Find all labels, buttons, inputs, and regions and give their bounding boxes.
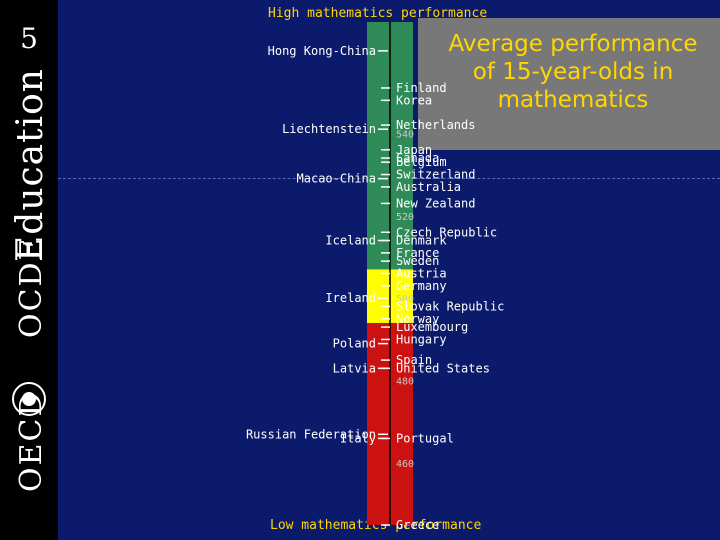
right-country-label: Austria <box>396 267 447 281</box>
right-country-label: Greece <box>396 518 439 532</box>
tick-label-480: 480 <box>396 377 414 388</box>
tick-label-460: 460 <box>396 459 414 470</box>
right-country-label: Australia <box>396 180 461 194</box>
right-country-label: Slovak Republic <box>396 299 504 313</box>
left-country-label: Ireland <box>325 291 376 305</box>
left-country-label: Macao-China <box>297 172 376 186</box>
right-country-label: Switzerland <box>396 168 475 182</box>
left-country-label: Latvia <box>333 361 376 375</box>
right-country-label: Luxembourg <box>396 320 468 334</box>
oecd-logo-icon <box>12 382 46 416</box>
high-performance-label: High mathematics performance <box>268 6 488 21</box>
right-country-label: Germany <box>396 279 447 293</box>
right-country-label: New Zealand <box>396 196 475 210</box>
left-country-label: Russian Federation <box>246 427 376 441</box>
slide-number: 5 <box>20 22 38 55</box>
right-country-label: Sweden <box>396 254 439 268</box>
left-country-label: Italy <box>340 431 376 445</box>
title-box <box>418 18 720 150</box>
left-country-label: Iceland <box>325 234 376 248</box>
right-country-label: Canada <box>396 151 439 165</box>
right-country-label: Norway <box>396 312 439 326</box>
right-country-label: United States <box>396 361 490 375</box>
left-country-label: Liechtenstein <box>282 122 376 136</box>
chart-title: Average performance of 15-year-olds in m… <box>448 31 698 113</box>
tick-label-520: 520 <box>396 212 414 223</box>
right-country-label: Hungary <box>396 332 447 346</box>
left-country-label: Hong Kong-China <box>268 44 376 58</box>
sidebar: 5 Education OCDE OECD <box>0 0 58 540</box>
tick-label-540: 540 <box>396 129 414 140</box>
right-country-label: Netherlands <box>396 118 475 132</box>
low-performance-label: Low mathematics performance <box>270 518 482 533</box>
right-country-label: Denmark <box>396 234 447 248</box>
tick-label-500: 500 <box>396 294 414 305</box>
right-country-label: Czech Republic <box>396 225 497 239</box>
right-country-label: Korea <box>396 93 432 107</box>
left-country-label: Poland <box>333 337 376 351</box>
right-country-label: France <box>396 246 439 260</box>
right-country-label: Belgium <box>396 155 447 169</box>
right-country-label: Portugal <box>396 431 454 445</box>
right-country-label: Japan <box>396 143 432 157</box>
right-country-label: Spain <box>396 353 432 367</box>
right-country-label: Finland <box>396 81 447 95</box>
